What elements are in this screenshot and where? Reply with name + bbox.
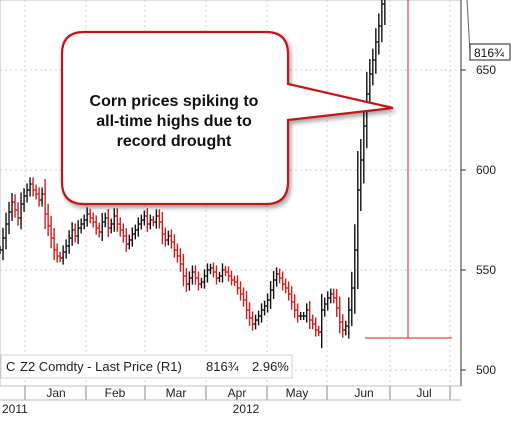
x-axis: Jan Feb Mar Apr May Jun Jul 2011 2012 <box>0 386 461 416</box>
legend-series-label: Z2 Comdty - Last Price (R1) <box>20 359 182 374</box>
y-tick-label: 500 <box>476 363 496 377</box>
x-tick-label: Mar <box>166 386 187 400</box>
price-bar <box>382 0 386 25</box>
y-tick-label: 550 <box>476 263 496 277</box>
x-tick-label: May <box>286 386 309 400</box>
legend-last-value: 816¾ <box>206 359 239 374</box>
callout-line-3: record drought <box>117 133 232 150</box>
callout-shape <box>60 30 394 206</box>
callout-line-1: Corn prices spiking to <box>90 93 259 110</box>
x-tick-label: Jan <box>46 386 65 400</box>
y-tick-label: 600 <box>476 163 496 177</box>
x-tick-label: Apr <box>228 386 247 400</box>
y-axis: 500550600650700750800850 <box>460 0 496 386</box>
last-price-box <box>469 43 511 61</box>
legend-marker: C <box>6 359 15 374</box>
y-tick-label: 650 <box>476 63 496 77</box>
year-label: 2012 <box>233 402 260 416</box>
callout-bubble: Corn prices spiking to all-time highs du… <box>60 30 394 206</box>
last-price-text: 816¾ <box>474 46 505 60</box>
price-bars <box>0 0 386 349</box>
legend-box <box>0 354 293 379</box>
x-tick-label: Jun <box>354 386 373 400</box>
year-label: 2011 <box>2 402 28 416</box>
x-tick-label: Feb <box>105 386 126 400</box>
callout-line-2: all-time highs due to <box>96 113 252 130</box>
last-price-tag: 816¾ <box>469 43 511 61</box>
gain-annotation: +58.48% <box>365 0 471 339</box>
legend-change: 2.96% <box>252 359 289 374</box>
legend: C Z2 Comdty - Last Price (R1) 816¾ 2.96% <box>0 354 293 379</box>
x-tick-label: Jul <box>416 386 431 400</box>
